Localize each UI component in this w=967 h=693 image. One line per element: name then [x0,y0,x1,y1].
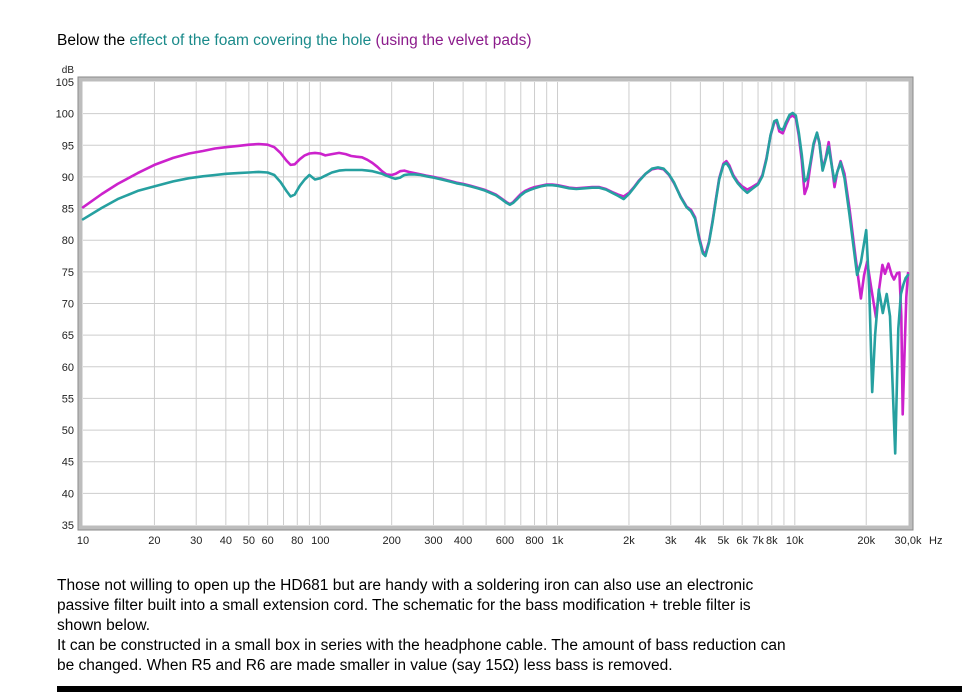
x-axis-tick-label: 400 [454,535,472,547]
x-axis-tick-label: 200 [383,535,401,547]
x-axis-tick-label: 1k [552,535,564,547]
y-axis-tick-label: 35 [62,520,74,532]
frequency-response-chart: 105 100 95 90 85 80 75 70 65 60 55 50 45 40 35 dB 10 20 30… [0,60,967,570]
y-axis-tick-label: 95 [62,140,74,152]
x-axis-tick-label: 8k [766,535,778,547]
paragraph-1: Those not willing to open up the HD681 b… [57,576,962,636]
text-line: shown below. [57,617,151,634]
x-axis-tick-label: 10k [786,535,804,547]
text-line: be changed. When R5 and R6 are made smal… [57,657,673,674]
title-part-1: Below the [57,32,130,49]
x-axis-tick-label: 800 [525,535,543,547]
x-axis-tick-label: 7k [752,535,764,547]
x-axis-tick-label: 10 [77,535,89,547]
y-axis-tick-label: 50 [62,425,74,437]
text-line: It can be constructed in a small box in … [57,637,786,654]
hz-axis-unit-label: Hz [929,535,942,547]
paragraph-2: It can be constructed in a small box in … [57,636,962,676]
x-axis-tick-label: 80 [291,535,303,547]
x-axis-tick-label: 20k [857,535,875,547]
text-line: passive filter built into a small extens… [57,597,751,614]
x-axis-tick-label: 40 [220,535,232,547]
x-axis-tick-label: 30,0k [895,535,922,547]
y-axis-tick-label: 55 [62,393,74,405]
bottom-divider [57,686,962,692]
y-axis-tick-label: 105 [56,77,74,89]
y-axis-tick-label: 65 [62,330,74,342]
title-part-3: (using the velvet pads) [375,32,532,49]
page-title: Below the effect of the foam covering th… [57,30,532,52]
title-part-2: effect of the foam covering the hole [129,32,376,49]
y-axis-tick-label: 60 [62,362,74,374]
curve-teal [81,111,910,455]
y-axis-tick-label: 90 [62,172,74,184]
y-axis-tick-label: 80 [62,235,74,247]
x-axis-tick-label: 30 [190,535,202,547]
x-axis-tick-label: 3k [665,535,677,547]
x-axis-tick-label: 100 [311,535,329,547]
y-axis-tick-label: 70 [62,299,74,311]
body-text: Those not willing to open up the HD681 b… [57,576,962,676]
x-axis-tick-label: 60 [262,535,274,547]
y-axis-tick-label: 40 [62,488,74,500]
y-axis-tick-label: 85 [62,204,74,216]
y-axis-tick-label: 100 [56,109,74,121]
x-axis-tick-label: 300 [424,535,442,547]
y-axis-tick-label: 75 [62,267,74,279]
plot-frame-edge [77,76,914,531]
text-line: Those not willing to open up the HD681 b… [57,577,754,594]
x-axis-tick-label: 6k [736,535,748,547]
y-axis-tick-label: 45 [62,457,74,469]
db-axis-unit-label: dB [62,65,75,76]
chart-svg: 105 100 95 90 85 80 75 70 65 60 55 50 45 40 35 dB 10 20 30… [56,65,943,547]
x-axis-tick-label: 600 [496,535,514,547]
x-axis-tick-label: 50 [243,535,255,547]
x-axis-tick-label: 20 [148,535,160,547]
x-axis-tick-label: 2k [623,535,635,547]
plot-frame [78,77,913,530]
x-axis-tick-label: 5k [718,535,730,547]
x-axis-tick-label: 4k [695,535,707,547]
